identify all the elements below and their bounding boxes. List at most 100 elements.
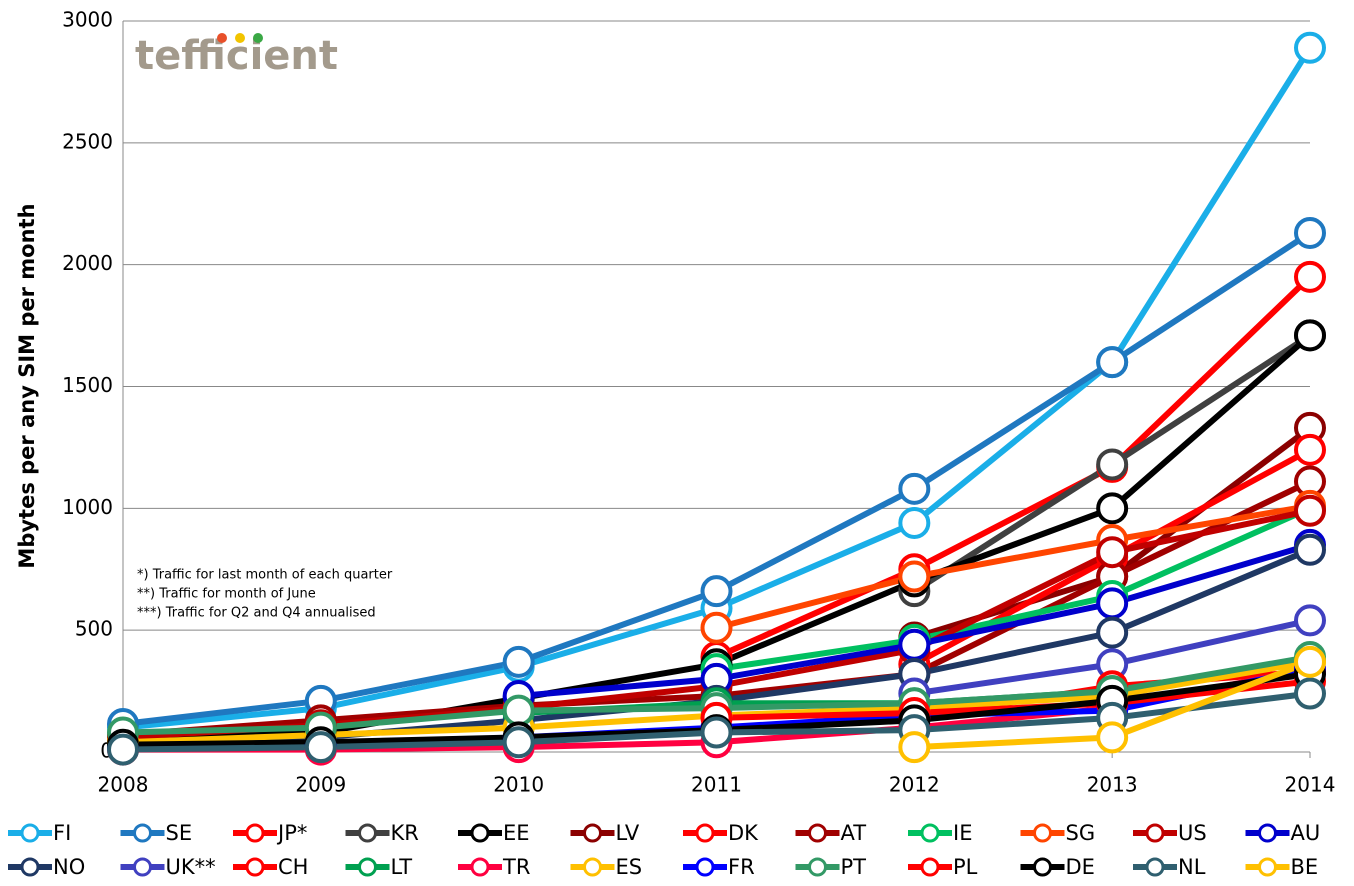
y-tick-label: 3000 xyxy=(62,8,113,32)
data-point xyxy=(898,506,931,539)
legend-label: PL xyxy=(953,855,978,879)
data-point xyxy=(898,628,931,661)
legend-marker xyxy=(133,823,152,843)
legend-marker xyxy=(808,857,827,877)
y-tick-label: 1500 xyxy=(62,373,113,397)
logo-dot xyxy=(235,33,245,43)
data-point xyxy=(502,694,535,727)
y-tick-label: 1000 xyxy=(62,495,113,519)
legend-label: BE xyxy=(1291,855,1319,879)
data-point xyxy=(1096,721,1129,754)
legend-marker xyxy=(695,857,715,877)
data-point xyxy=(700,575,733,608)
legend-label: AT xyxy=(841,821,867,845)
legend-label: LV xyxy=(616,821,640,845)
legend-label: EE xyxy=(503,821,530,845)
legend-marker xyxy=(583,823,602,843)
data-point xyxy=(1294,645,1326,678)
legend-marker xyxy=(1145,857,1165,877)
legend-label: KR xyxy=(391,821,419,845)
legend-label: FI xyxy=(53,821,71,845)
data-point xyxy=(502,726,535,759)
y-tick-label: 500 xyxy=(75,617,113,641)
data-point xyxy=(502,645,535,678)
data-point xyxy=(700,611,733,644)
legend-label: TR xyxy=(502,855,530,879)
series-line xyxy=(716,505,1312,673)
legend-label: CH xyxy=(278,855,308,879)
data-point xyxy=(107,733,139,766)
data-point xyxy=(1294,433,1326,466)
legend-marker xyxy=(583,857,602,877)
legend-label: LT xyxy=(391,855,413,879)
legend-marker xyxy=(470,823,490,843)
legend-label: DK xyxy=(728,821,759,845)
legend-label: SE xyxy=(166,821,193,845)
legend-marker xyxy=(808,823,827,843)
legend-marker xyxy=(1258,823,1277,843)
legend-marker xyxy=(20,857,40,877)
legend-label: DE xyxy=(1066,855,1095,879)
data-point xyxy=(1294,677,1326,710)
legend-marker xyxy=(358,857,377,877)
legend-label: SG xyxy=(1066,821,1096,845)
legend-marker xyxy=(133,857,152,877)
x-tick-label: 2012 xyxy=(889,773,940,797)
x-tick-label: 2010 xyxy=(493,773,544,797)
annotation: ***) Traffic for Q2 and Q4 annualised xyxy=(137,606,376,621)
legend-marker xyxy=(245,823,265,843)
data-point xyxy=(1096,587,1129,620)
legend-marker xyxy=(695,823,715,843)
data-point xyxy=(304,731,337,764)
data-point xyxy=(1096,536,1129,569)
legend-label: ES xyxy=(616,855,643,879)
x-tick-label: 2011 xyxy=(691,773,742,797)
data-point xyxy=(1294,494,1326,527)
y-axis-label: Mbytes per any SIM per month xyxy=(15,203,39,568)
y-tick-label: 2500 xyxy=(62,129,113,153)
legend-label: UK** xyxy=(166,855,216,879)
legend-marker xyxy=(920,857,940,877)
data-point xyxy=(1096,346,1129,379)
annotation: **) Traffic for month of June xyxy=(137,587,316,602)
annotation: *) Traffic for last month of each quarte… xyxy=(137,568,393,583)
series-line xyxy=(715,502,1311,631)
data-point xyxy=(898,731,931,764)
legend-marker xyxy=(358,823,377,843)
legend-label: NO xyxy=(53,855,85,879)
x-tick-label: 2014 xyxy=(1285,773,1336,797)
y-tick-label: 2000 xyxy=(62,251,113,275)
legend-label: AU xyxy=(1291,821,1321,845)
data-point xyxy=(898,560,931,593)
legend-marker xyxy=(20,823,40,843)
data-point xyxy=(1294,260,1326,293)
data-point xyxy=(898,472,931,505)
data-point xyxy=(700,716,733,749)
data-point xyxy=(1294,604,1326,637)
logo-dot xyxy=(253,33,263,43)
data-point xyxy=(1294,216,1326,249)
legend-label: US xyxy=(1178,821,1207,845)
data-point xyxy=(1294,31,1326,64)
legend-marker xyxy=(1033,823,1052,843)
x-tick-label: 2009 xyxy=(295,773,346,797)
legend-label: FR xyxy=(728,855,755,879)
legend-label: JP* xyxy=(276,821,307,845)
data-point xyxy=(1096,492,1129,525)
x-tick-label: 2013 xyxy=(1087,773,1138,797)
legend-marker xyxy=(470,857,490,877)
data-point xyxy=(1096,448,1129,481)
legend-marker xyxy=(1033,857,1052,877)
x-tick-label: 2008 xyxy=(98,773,149,797)
logo-dot xyxy=(217,33,227,43)
data-point xyxy=(1294,533,1326,566)
data-point xyxy=(1096,616,1129,649)
legend-marker xyxy=(1258,857,1277,877)
legend-marker xyxy=(245,857,265,877)
legend-marker xyxy=(920,823,940,843)
legend-label: IE xyxy=(953,821,972,845)
data-point xyxy=(1294,319,1326,352)
legend-label: NL xyxy=(1178,855,1206,879)
legend-label: PT xyxy=(841,855,867,879)
